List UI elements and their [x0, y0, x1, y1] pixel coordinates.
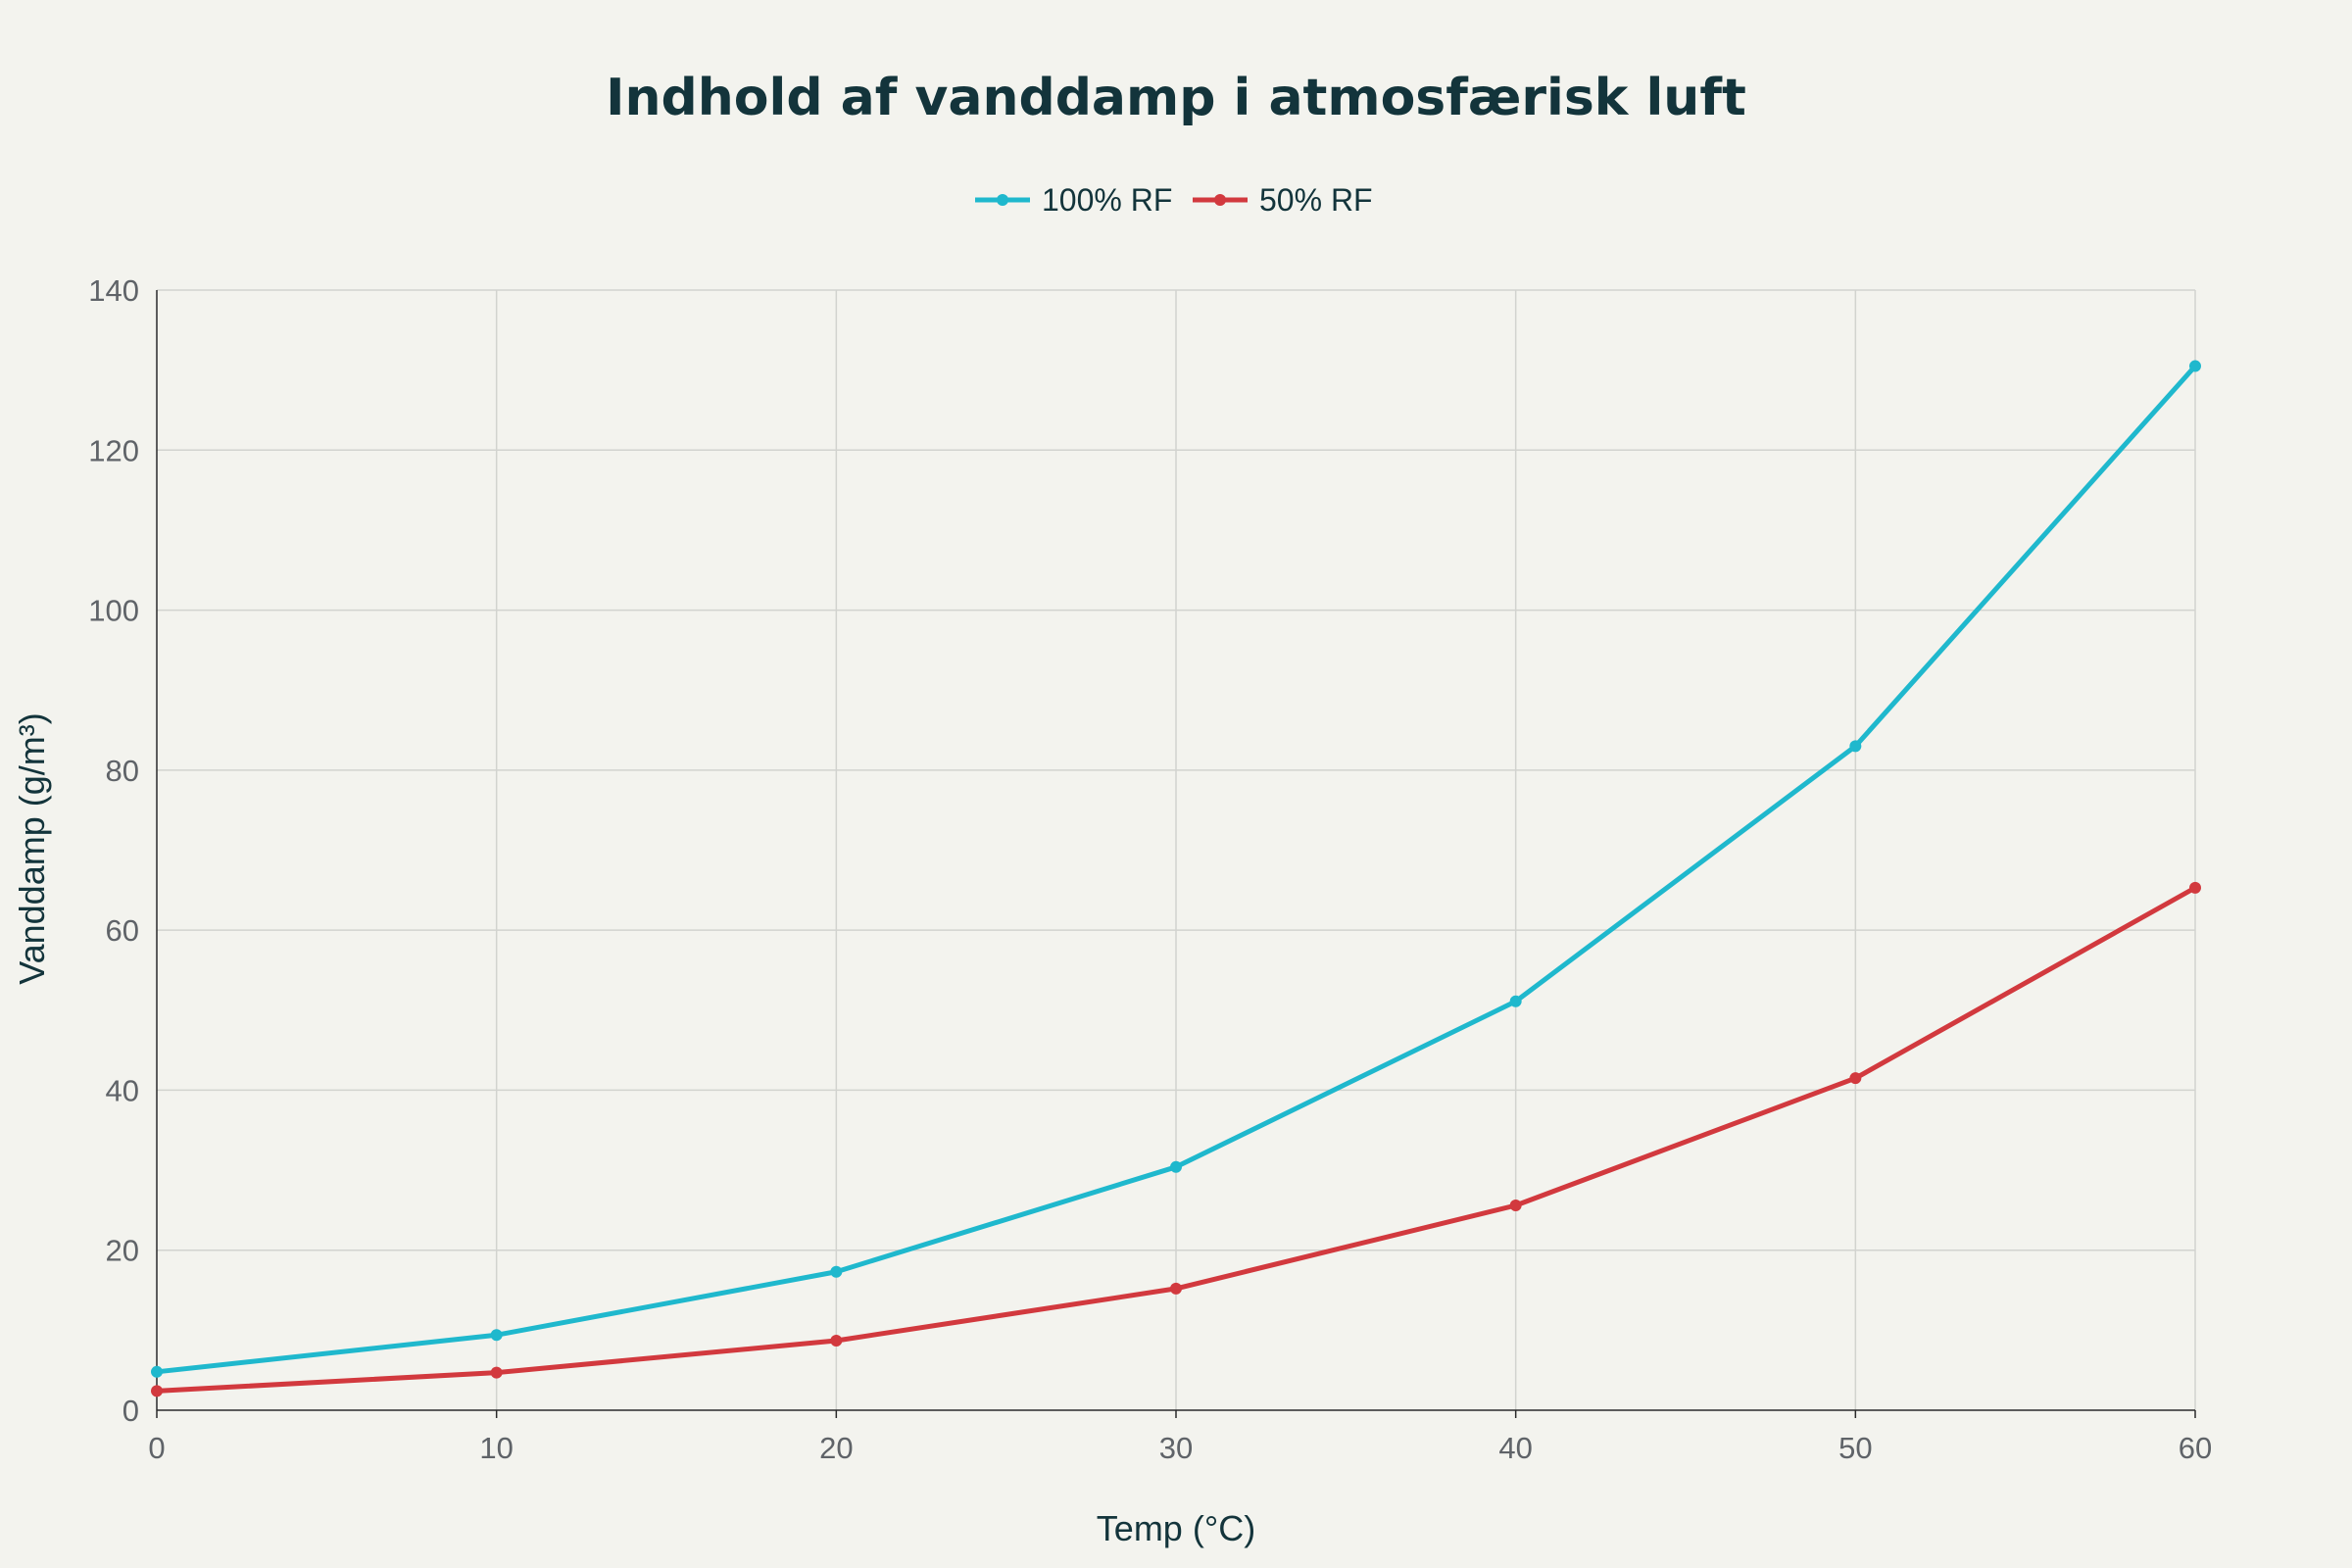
- grid: [157, 289, 2196, 1410]
- data-point-50-rf: [490, 1366, 503, 1379]
- x-tick-label: 20: [819, 1431, 853, 1465]
- x-tick-label: 60: [2179, 1431, 2212, 1465]
- data-point-100-rf: [2189, 360, 2201, 372]
- x-tick-label: 30: [1159, 1431, 1193, 1465]
- data-point-50-rf: [1170, 1282, 1182, 1295]
- data-point-100-rf: [490, 1329, 503, 1342]
- data-point-50-rf: [830, 1334, 843, 1347]
- legend-swatch-marker: [997, 194, 1008, 206]
- y-tick-label: 140: [88, 273, 139, 308]
- data-point-50-rf: [2189, 881, 2201, 894]
- legend-label: 50% RF: [1259, 182, 1373, 218]
- legend-swatch-marker: [1214, 194, 1226, 206]
- legend-item-50-rf[interactable]: 50% RF: [1193, 182, 1373, 218]
- legend: 100% RF 50% RF: [975, 182, 1373, 218]
- data-point-100-rf: [830, 1265, 843, 1278]
- legend-label: 100% RF: [1042, 182, 1172, 218]
- data-point-50-rf: [1509, 1199, 1522, 1211]
- legend-item-100-rf[interactable]: 100% RF: [975, 182, 1172, 218]
- x-axis-title: Temp (°C): [1097, 1508, 1255, 1548]
- series-layer: [151, 360, 2201, 1397]
- data-point-50-rf: [1849, 1072, 1862, 1085]
- x-tick-label: 0: [148, 1431, 165, 1465]
- data-point-50-rf: [151, 1385, 163, 1397]
- y-tick-label: 120: [88, 433, 139, 467]
- y-tick-label: 80: [106, 754, 139, 788]
- y-tick-label: 60: [106, 913, 139, 948]
- data-point-100-rf: [1509, 995, 1522, 1007]
- y-tick-label: 100: [88, 594, 139, 628]
- y-tick-label: 20: [106, 1234, 139, 1268]
- x-tick-label: 40: [1498, 1431, 1532, 1465]
- chart-title: Indhold af vanddamp i atmosfærisk luft: [606, 69, 1746, 127]
- data-point-100-rf: [1170, 1160, 1182, 1173]
- y-tick-label: 0: [122, 1394, 139, 1428]
- x-tick-label: 10: [479, 1431, 513, 1465]
- data-point-100-rf: [151, 1365, 163, 1378]
- y-axis-title: Vanddamp (g/m³): [12, 712, 52, 984]
- y-tick-label: 40: [106, 1073, 139, 1107]
- data-point-100-rf: [1849, 740, 1862, 753]
- x-tick-label: 50: [1838, 1431, 1872, 1465]
- axes: 0 20 40 60 80 100 120 140 0 10 20 30 40 50 60: [88, 273, 2212, 1465]
